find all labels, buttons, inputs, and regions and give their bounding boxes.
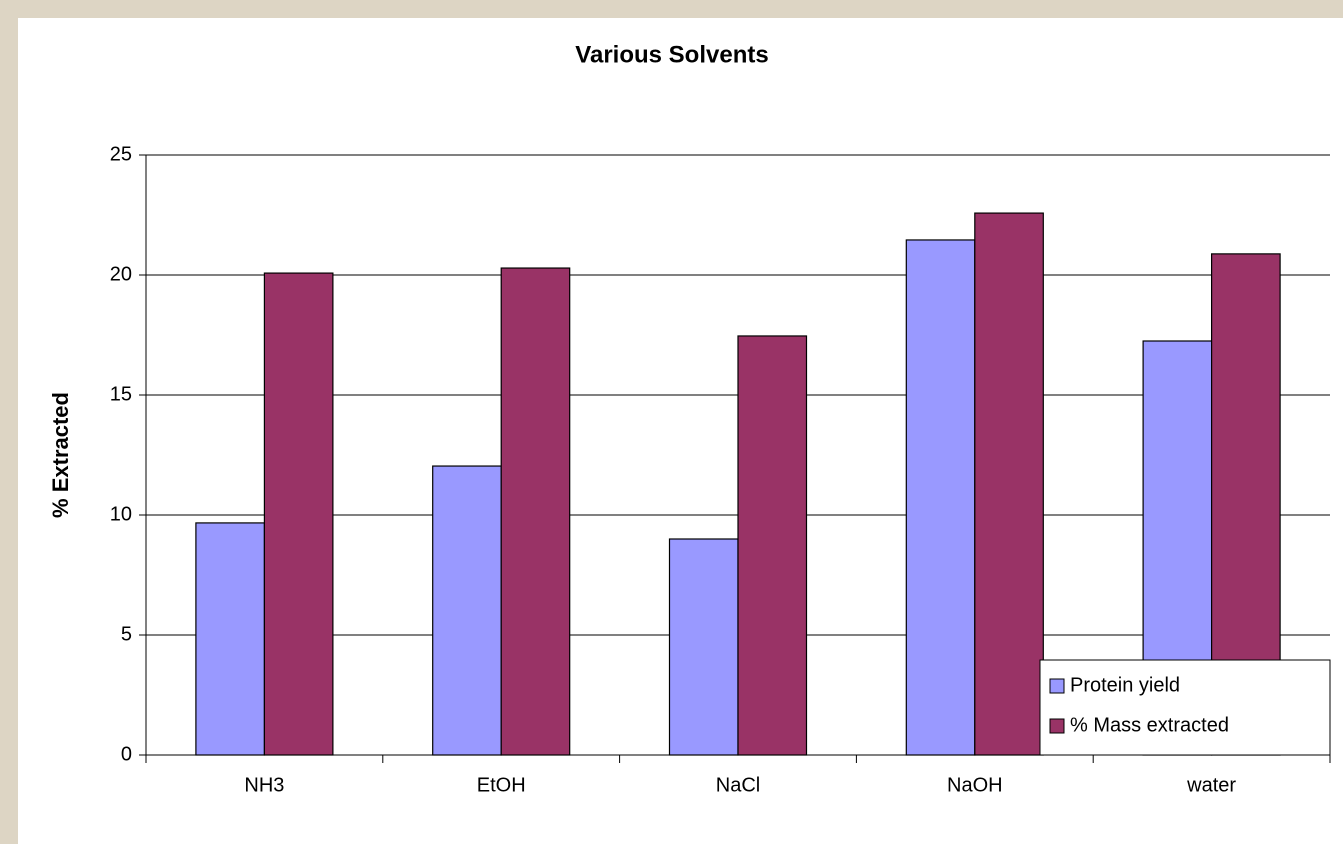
legend-swatch: [1049, 678, 1065, 694]
y-tick-label: 10: [110, 503, 132, 525]
y-tick-label: 20: [110, 263, 132, 285]
x-tick-label: water: [1186, 774, 1236, 796]
legend-box: [1039, 659, 1331, 756]
bar: [737, 335, 808, 756]
y-tick-label: 0: [121, 743, 132, 765]
legend-label: % Mass extracted: [1070, 714, 1229, 736]
y-tick-label: 5: [121, 623, 132, 645]
x-tick-label: NH3: [244, 774, 284, 796]
bar: [500, 267, 571, 756]
bar: [668, 538, 739, 756]
x-tick-label: NaCl: [716, 774, 760, 796]
bar: [432, 465, 502, 756]
bar: [974, 212, 1044, 756]
bar: [195, 522, 265, 756]
y-tick-label: 25: [110, 143, 132, 165]
y-axis-label: % Extracted: [48, 392, 73, 518]
chart-title: Various Solvents: [575, 41, 768, 68]
legend-label: Protein yield: [1070, 674, 1180, 696]
legend-swatch: [1049, 718, 1065, 734]
x-tick-label: NaOH: [947, 774, 1003, 796]
x-tick-label: EtOH: [477, 774, 526, 796]
bar: [263, 272, 334, 756]
y-tick-label: 15: [110, 383, 132, 405]
bar: [905, 239, 976, 756]
